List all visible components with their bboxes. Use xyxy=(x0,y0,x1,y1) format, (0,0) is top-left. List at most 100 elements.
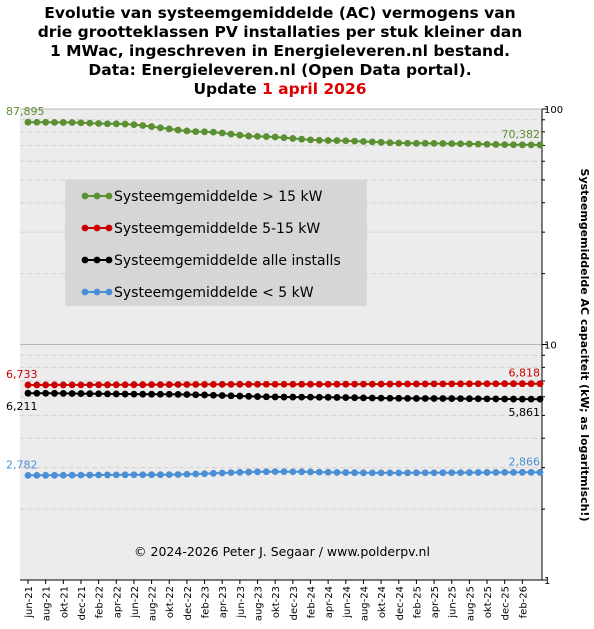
x-tick-label: dec-25 xyxy=(501,586,512,620)
data-point xyxy=(254,380,261,388)
data-point xyxy=(465,469,473,476)
data-point xyxy=(492,380,500,388)
data-point xyxy=(121,471,129,479)
data-point xyxy=(518,468,526,476)
x-tick-label: okt-21 xyxy=(59,586,70,618)
data-point xyxy=(157,471,164,479)
data-point xyxy=(245,380,253,388)
data-point xyxy=(536,141,544,149)
data-point xyxy=(139,381,147,389)
data-point xyxy=(245,468,253,476)
series-end-label: 2,866 xyxy=(509,455,541,468)
data-point xyxy=(430,469,438,477)
data-point xyxy=(24,118,32,126)
x-tick-label: dec-23 xyxy=(289,586,300,620)
x-tick-label: jun-22 xyxy=(130,586,141,619)
legend-swatch-dot xyxy=(93,224,101,232)
data-point xyxy=(510,468,517,476)
data-point xyxy=(298,468,306,476)
x-tick-label: okt-23 xyxy=(271,586,282,618)
x-tick-label: apr-24 xyxy=(324,586,335,618)
legend-swatch-dot xyxy=(81,288,89,296)
data-point xyxy=(183,381,191,388)
data-point xyxy=(245,132,253,140)
data-point xyxy=(165,125,173,133)
data-point xyxy=(492,395,500,403)
data-point xyxy=(280,393,288,401)
data-point xyxy=(112,471,120,479)
data-point xyxy=(130,121,138,129)
data-point xyxy=(413,469,420,477)
data-point xyxy=(465,140,473,148)
x-tick-label: jun-24 xyxy=(342,586,353,619)
data-point xyxy=(324,468,332,476)
data-point xyxy=(333,137,341,144)
data-point xyxy=(271,468,279,476)
data-point xyxy=(377,138,385,146)
data-point xyxy=(24,389,32,397)
data-point xyxy=(404,394,411,402)
data-point xyxy=(209,380,217,388)
data-point xyxy=(368,380,376,388)
data-point xyxy=(333,394,341,401)
data-point xyxy=(51,118,58,126)
data-point xyxy=(457,140,464,148)
data-point xyxy=(104,390,111,398)
data-point xyxy=(262,133,270,140)
data-point xyxy=(483,395,491,403)
data-point xyxy=(192,128,200,135)
data-point xyxy=(536,468,544,476)
x-ticks: jun-21 aug-21 okt-21 dec-21 feb-22 apr-22 jun-… xyxy=(24,580,529,621)
data-point xyxy=(104,471,111,479)
x-tick-label: feb-24 xyxy=(306,586,317,618)
data-point xyxy=(324,393,332,401)
title-line-1: Evolutie van systeemgemiddelde (AC) verm… xyxy=(44,4,516,22)
data-point xyxy=(439,469,447,477)
data-point xyxy=(24,381,32,389)
data-point xyxy=(192,391,200,399)
data-point xyxy=(430,380,438,388)
data-point xyxy=(413,380,420,388)
data-point xyxy=(518,395,526,403)
data-point xyxy=(218,129,226,137)
data-point xyxy=(148,381,155,389)
legend-swatch-dot xyxy=(105,288,113,296)
data-point xyxy=(315,380,323,388)
data-point xyxy=(342,137,350,145)
x-tick-label: jun-21 xyxy=(24,586,35,619)
legend-label: Systeemgemiddelde alle installs xyxy=(114,253,341,269)
data-point xyxy=(474,395,482,403)
data-point xyxy=(33,471,41,479)
data-point xyxy=(86,471,94,479)
data-point xyxy=(104,381,111,389)
data-point xyxy=(404,469,411,477)
data-point xyxy=(148,390,155,398)
data-point xyxy=(174,381,182,388)
data-point xyxy=(465,395,473,403)
x-tick-label: aug-22 xyxy=(148,586,159,621)
data-point xyxy=(165,471,173,479)
credit-text: © 2024-2026 Peter J. Segaar / www.polder… xyxy=(134,544,430,559)
data-point xyxy=(218,380,226,388)
data-point xyxy=(307,393,314,401)
legend-label: Systeemgemiddelde < 5 kW xyxy=(114,285,314,301)
data-point xyxy=(236,131,244,139)
data-point xyxy=(307,468,314,476)
update-prefix: Update xyxy=(193,80,262,98)
data-point xyxy=(236,468,244,476)
data-point xyxy=(157,381,164,389)
data-point xyxy=(386,394,394,402)
data-point xyxy=(33,389,41,397)
data-point xyxy=(289,393,297,401)
x-tick-label: dec-22 xyxy=(183,586,194,620)
x-tick-label: feb-22 xyxy=(95,586,106,618)
data-point xyxy=(245,392,253,400)
data-point xyxy=(360,380,367,388)
data-point xyxy=(77,381,85,389)
data-point xyxy=(42,471,50,479)
data-point xyxy=(342,380,350,388)
y-tick-label: 10 xyxy=(544,341,557,352)
series-3 xyxy=(24,468,544,479)
data-point xyxy=(68,381,76,389)
